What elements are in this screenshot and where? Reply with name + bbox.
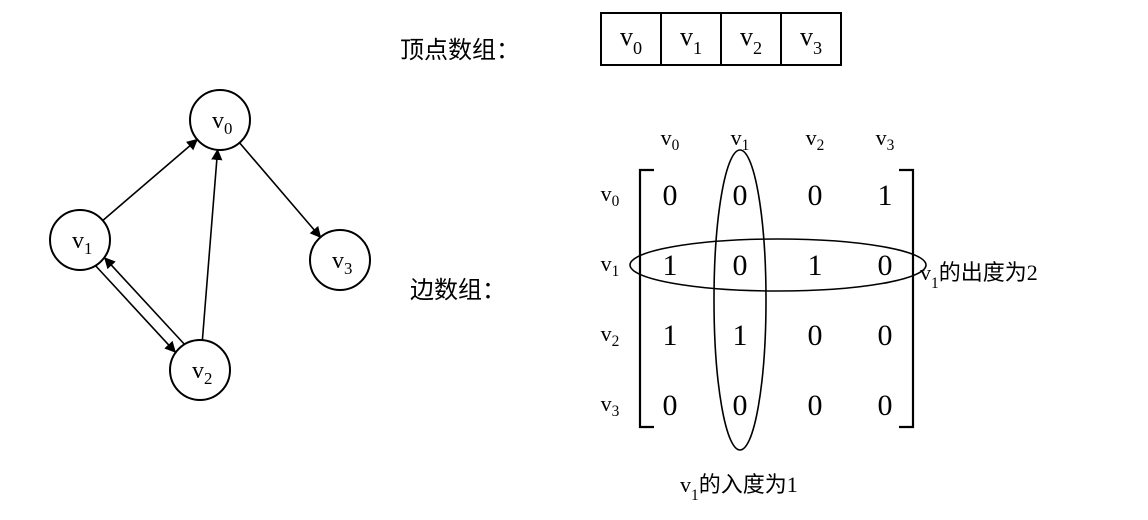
matrix-cell: 1 bbox=[878, 179, 893, 212]
matrix-cell: 0 bbox=[878, 389, 893, 422]
matrix-cell: 1 bbox=[663, 319, 678, 352]
matrix-cell: 0 bbox=[878, 249, 893, 282]
edge-matrix-label: 边数组： bbox=[410, 270, 506, 305]
graph-edge bbox=[105, 258, 184, 344]
directed-graph: v0v1v2v3 bbox=[20, 70, 380, 430]
out-degree-annotation: v1的出度为2 bbox=[920, 255, 1038, 290]
matrix-cell: 1 bbox=[663, 249, 678, 282]
in-degree-annotation: v1的入度为1 bbox=[680, 467, 798, 502]
matrix-cell: 0 bbox=[663, 389, 678, 422]
graph-edge bbox=[103, 140, 197, 221]
matrix-cell: 0 bbox=[808, 179, 823, 212]
matrix-cell: 0 bbox=[663, 179, 678, 212]
matrix-col-header: v3 bbox=[876, 125, 895, 154]
vertex-array-cell: v0 bbox=[601, 13, 661, 65]
matrix-cell: 0 bbox=[733, 179, 748, 212]
figure-root: { "graph": { "type": "network", "nodes":… bbox=[0, 0, 1148, 520]
matrix-cell: 0 bbox=[808, 319, 823, 352]
adjacency-matrix: v0v1v2v3v0v1v2v30001101011000000 bbox=[555, 115, 1015, 495]
vertex-array-cell: v3 bbox=[781, 13, 841, 65]
graph-edge bbox=[96, 266, 175, 352]
matrix-row-header: v2 bbox=[601, 321, 620, 350]
vertex-array-cell: v2 bbox=[721, 13, 781, 65]
graph-edge bbox=[240, 143, 321, 237]
matrix-cell: 1 bbox=[733, 319, 748, 352]
vertex-array-label: 顶点数组： bbox=[400, 30, 520, 65]
matrix-cell: 0 bbox=[878, 319, 893, 352]
vertex-array-row: v0v1v2v3 bbox=[601, 13, 841, 65]
vertex-array-table: v0v1v2v3 bbox=[600, 12, 842, 66]
matrix-bracket-left bbox=[640, 170, 654, 427]
matrix-col-header: v0 bbox=[661, 125, 680, 154]
graph-edge bbox=[202, 150, 217, 340]
matrix-cell: 0 bbox=[733, 389, 748, 422]
matrix-col-header: v2 bbox=[806, 125, 825, 154]
matrix-row-header: v0 bbox=[601, 181, 620, 210]
matrix-cell: 0 bbox=[733, 249, 748, 282]
matrix-row-header: v3 bbox=[601, 391, 620, 420]
matrix-cell: 1 bbox=[808, 249, 823, 282]
matrix-bracket-right bbox=[899, 170, 913, 427]
matrix-row-header: v1 bbox=[601, 251, 620, 280]
matrix-cell: 0 bbox=[808, 389, 823, 422]
vertex-array-cell: v1 bbox=[661, 13, 721, 65]
